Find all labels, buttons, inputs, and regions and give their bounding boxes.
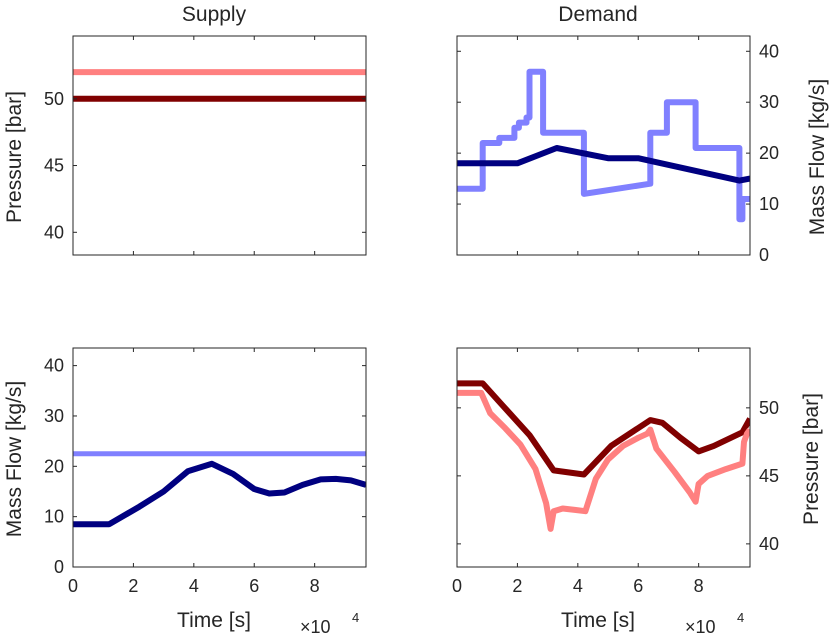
series-line-0 xyxy=(457,68,750,223)
x-axis-label: Time [s] xyxy=(177,609,251,632)
y-tick-label: 45 xyxy=(44,156,64,176)
x-tick-label: 6 xyxy=(249,576,259,596)
x-axis-label: Time [s] xyxy=(561,609,635,632)
axes-frame xyxy=(456,35,751,256)
x-tick-label: 8 xyxy=(694,576,704,596)
panel-title: Supply xyxy=(182,3,247,26)
x-tick-label: 2 xyxy=(512,576,522,596)
x-tick-label: 0 xyxy=(452,576,462,596)
y-tick-label: 30 xyxy=(44,406,64,426)
y-axis-label: Pressure [bar] xyxy=(3,91,26,223)
x-multiplier-exponent: 4 xyxy=(737,610,744,625)
supply-pressure-panel: Supply Pressure [bar] 40 45 50 xyxy=(3,3,367,256)
supply-flow-panel: Mass Flow [kg/s] Time [s] ×10 4 0 2 4 6 8 0 10… xyxy=(3,347,367,637)
y-tick-label: 10 xyxy=(759,194,779,214)
y-axis-label: Mass Flow [kg/s] xyxy=(806,79,829,235)
x-tick-label: 8 xyxy=(310,576,320,596)
y-axis-label: Pressure [bar] xyxy=(800,393,823,525)
y-tick-label: 20 xyxy=(759,143,779,163)
axes-frame xyxy=(72,35,367,256)
y-tick-label: 40 xyxy=(44,222,64,242)
y-tick-label: 40 xyxy=(759,534,779,554)
x-tick-label: 2 xyxy=(128,576,138,596)
y-tick-label: 20 xyxy=(44,456,64,476)
x-tick-label: 6 xyxy=(633,576,643,596)
y-tick-label: 10 xyxy=(44,507,64,527)
panel-title: Demand xyxy=(558,3,637,26)
y-tick-label: 40 xyxy=(44,356,64,376)
y-tick-label: 0 xyxy=(54,557,64,577)
x-tick-label: 4 xyxy=(573,576,583,596)
series-line-1 xyxy=(457,145,750,184)
x-tick-label: 0 xyxy=(68,576,78,596)
y-tick-label: 30 xyxy=(759,92,779,112)
y-tick-label: 40 xyxy=(759,41,779,61)
series-line-1 xyxy=(457,389,750,532)
series-line-1 xyxy=(73,460,366,528)
x-multiplier: ×10 xyxy=(300,617,331,637)
series-line-0 xyxy=(457,380,750,478)
y-axis-label: Mass Flow [kg/s] xyxy=(3,381,26,537)
axes-frame xyxy=(456,347,751,568)
x-multiplier-exponent: 4 xyxy=(352,610,359,625)
y-tick-label: 50 xyxy=(44,89,64,109)
demand-pressure-panel: Pressure [bar] Time [s] ×10 4 0 2 4 6 8 40 45 5… xyxy=(452,347,823,637)
axes-frame xyxy=(72,347,367,568)
y-tick-label: 45 xyxy=(759,466,779,486)
demand-flow-panel: Demand Mass Flow [kg/s] 0 10 20 30 40 xyxy=(456,3,829,265)
x-multiplier: ×10 xyxy=(685,617,716,637)
y-tick-label: 0 xyxy=(759,245,769,265)
x-tick-label: 4 xyxy=(189,576,199,596)
y-tick-label: 50 xyxy=(759,398,779,418)
